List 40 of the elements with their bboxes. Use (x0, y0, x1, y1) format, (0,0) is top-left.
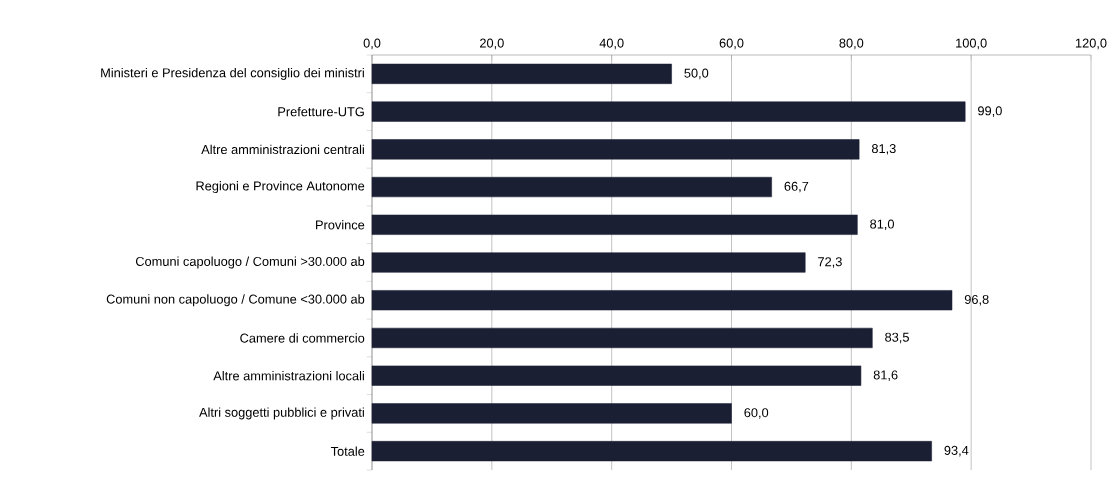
data-label: 81,3 (871, 144, 896, 155)
x-tick-label: 100,0 (956, 38, 987, 50)
bar (371, 403, 732, 424)
data-label: 50,0 (684, 68, 709, 80)
y-tick-label: Camere di commercio (240, 333, 365, 343)
bar (371, 327, 873, 349)
x-tick-label: 0,0 (363, 38, 381, 50)
bar (371, 176, 772, 198)
bar (371, 365, 862, 386)
bar (371, 252, 806, 273)
data-label: 81,6 (873, 370, 898, 381)
y-tick-label: Comuni capoluogo / Comuni >30.000 ab (135, 256, 365, 269)
data-label: 96,8 (964, 294, 989, 306)
y-tick-label: Regioni e Province Autonome (196, 181, 365, 194)
x-tick-label: 20,0 (480, 38, 504, 50)
bar (371, 101, 966, 122)
bar (371, 214, 858, 235)
data-label: 99,0 (978, 106, 1002, 117)
data-label: 93,4 (944, 445, 969, 457)
data-label: 81,0 (870, 219, 894, 231)
y-tick-label: Ministeri e Presidenza del consiglio dei ministri (101, 67, 364, 80)
x-tick-label: 80,0 (839, 38, 864, 50)
y-tick-label: Altre amministrazioni locali (213, 371, 364, 381)
y-tick-label: Altre amministrazioni centrali (201, 144, 364, 155)
data-label: 60,0 (744, 408, 769, 419)
bar (371, 290, 953, 311)
y-tick-label: Totale (330, 446, 365, 456)
y-tick-label: Comuni non capoluogo / Comune <30.000 ab (106, 294, 365, 307)
data-label: 83,5 (885, 332, 909, 344)
x-tick-label: 40,0 (599, 38, 624, 50)
y-tick-label: Altri soggetti pubblici e privati (199, 407, 364, 420)
y-tick-label: Province (316, 220, 365, 230)
bar (371, 63, 672, 84)
x-tick-label: 120,0 (1075, 38, 1107, 50)
y-tick-label: Prefetture-UTG (278, 106, 364, 117)
data-label: 72,3 (818, 257, 842, 268)
x-tick-label: 60,0 (719, 38, 744, 50)
bar (371, 441, 932, 462)
data-label: 66,7 (784, 181, 809, 193)
bar (371, 139, 860, 160)
